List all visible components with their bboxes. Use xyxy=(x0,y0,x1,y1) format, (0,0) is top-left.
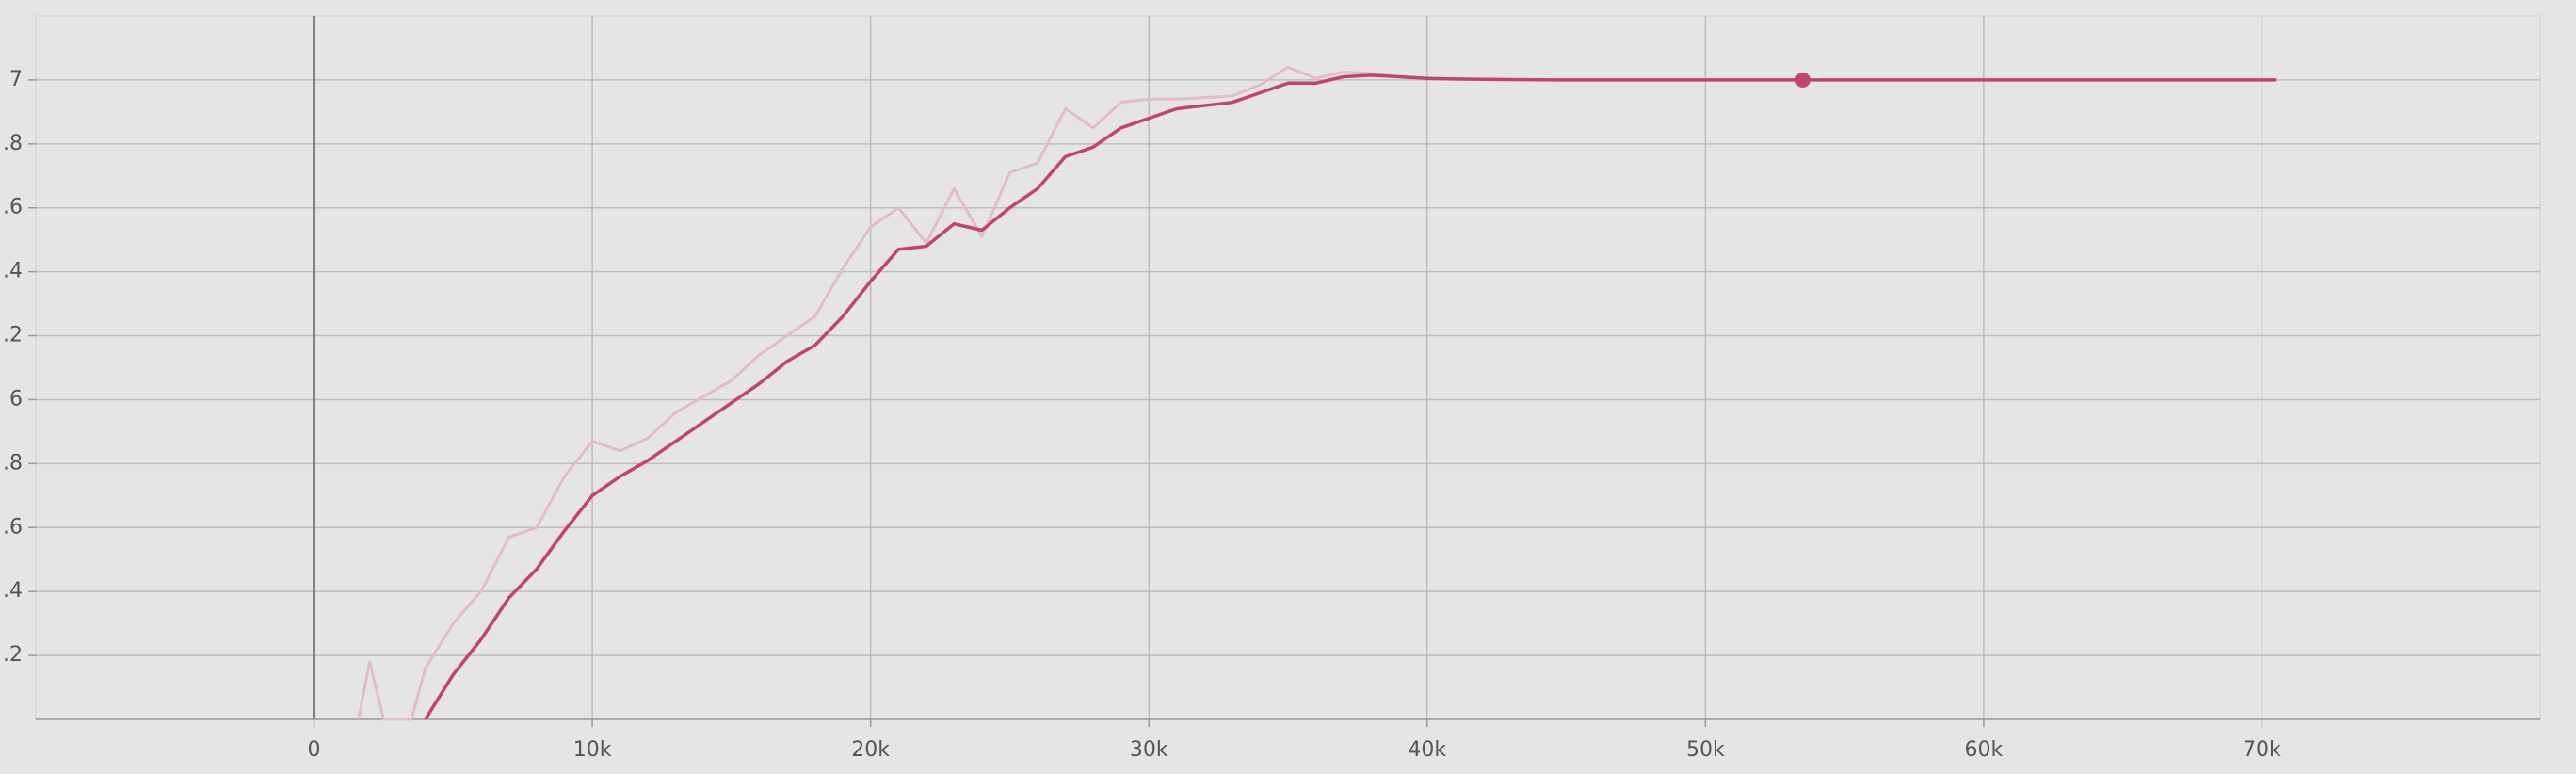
y-tick-label: .4 xyxy=(3,579,23,603)
x-tick-label: 40k xyxy=(1408,738,1446,762)
x-tick-label: 60k xyxy=(1965,738,2004,762)
y-tick-label: 6 xyxy=(9,387,23,411)
x-tick-label: 70k xyxy=(2243,738,2281,762)
y-tick-label: .2 xyxy=(3,643,23,667)
x-tick-label: 10k xyxy=(573,738,612,762)
x-tick-label: 30k xyxy=(1130,738,1168,762)
x-tick-label: 0 xyxy=(308,738,321,762)
highlight-point xyxy=(1795,72,1811,88)
y-tick-label: 7 xyxy=(9,68,23,91)
series-line xyxy=(424,73,2277,720)
x-tick-label: 50k xyxy=(1686,738,1725,762)
y-tick-label: .4 xyxy=(3,260,23,283)
x-tick-label: 20k xyxy=(851,738,890,762)
y-tick-label: .6 xyxy=(3,515,23,539)
y-tick-label: .8 xyxy=(3,451,23,475)
y-tick-label: .8 xyxy=(3,132,23,155)
y-tick-label: .2 xyxy=(3,324,23,347)
series-line xyxy=(357,65,1427,721)
y-tick-label: .6 xyxy=(3,196,23,219)
